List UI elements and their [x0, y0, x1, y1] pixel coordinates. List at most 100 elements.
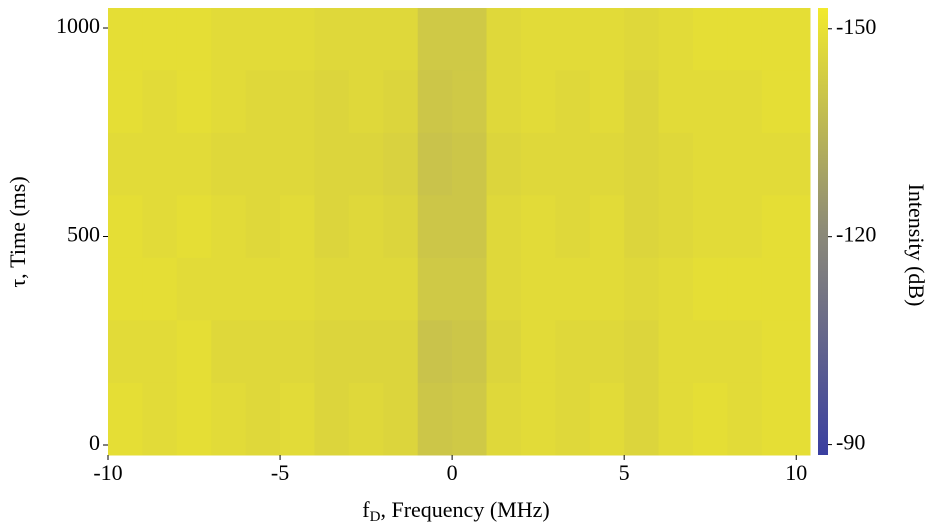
heatmap-cell	[761, 8, 811, 71]
heatmap-cell	[176, 194, 212, 258]
heatmap-cell	[452, 132, 488, 196]
heatmap-cell	[520, 257, 556, 321]
heatmap-cell	[520, 319, 556, 383]
heatmap-cell	[142, 132, 178, 196]
heatmap-cell	[486, 382, 522, 456]
heatmap-cell	[383, 8, 419, 71]
heatmap-cell	[280, 69, 315, 133]
heatmap-cell	[108, 194, 143, 258]
heatmap-cell	[452, 194, 488, 258]
heatmap-cell	[314, 382, 350, 456]
heatmap-cell	[727, 319, 763, 383]
heatmap-cell	[348, 194, 384, 258]
heatmap-cell	[727, 69, 763, 133]
heatmap-cell	[658, 194, 694, 258]
heatmap-cell	[348, 382, 384, 456]
heatmap-cell	[108, 319, 143, 383]
heatmap-cell	[280, 194, 315, 258]
heatmap-cell	[589, 8, 625, 71]
heatmap-cell	[383, 257, 419, 321]
heatmap-cell	[589, 69, 625, 133]
heatmap-cell	[280, 382, 315, 456]
heatmap-cell	[314, 69, 350, 133]
x-label-subscript: D	[370, 509, 381, 525]
heatmap-cell	[142, 319, 178, 383]
heatmap-cell	[761, 69, 811, 133]
heatmap-cell	[176, 69, 212, 133]
heatmap-cell	[727, 257, 763, 321]
heatmap-cell	[280, 8, 315, 71]
heatmap-cell	[727, 194, 763, 258]
heatmap-cell	[211, 382, 247, 456]
heatmap-cell	[142, 8, 178, 71]
heatmap-cell	[761, 319, 811, 383]
y-axis-label: τ, Time (ms)	[5, 176, 30, 287]
y-tick-label: 0	[89, 430, 100, 455]
heatmap-cell	[624, 132, 660, 196]
heatmap-cell	[452, 69, 488, 133]
heatmap-cell	[245, 257, 281, 321]
heatmap-cell	[589, 319, 625, 383]
heatmap-cell	[383, 319, 419, 383]
heatmap-cell	[486, 194, 522, 258]
heatmap-cell	[555, 132, 591, 196]
heatmap-cell	[417, 382, 453, 456]
heatmap-cell	[555, 382, 591, 456]
x-tick-label: 10	[785, 460, 807, 485]
heatmap-cell	[693, 257, 728, 321]
heatmap-cell	[314, 132, 350, 196]
heatmap-cell	[108, 8, 143, 71]
y-tick-label: 500	[67, 222, 100, 247]
heatmap-cell	[555, 69, 591, 133]
heatmap-cell	[383, 69, 419, 133]
heatmap-cell	[555, 8, 591, 71]
heatmap-cell	[658, 319, 694, 383]
heatmap-cell	[555, 257, 591, 321]
heatmap-cell	[314, 257, 350, 321]
heatmap-cell	[383, 382, 419, 456]
heatmap-cell	[383, 194, 419, 258]
heatmap-cell	[486, 69, 522, 133]
heatmap-cell	[624, 194, 660, 258]
heatmap-cell	[108, 257, 143, 321]
heatmap-cell	[520, 8, 556, 71]
heatmap-cell	[348, 257, 384, 321]
heatmap-cell	[452, 8, 488, 71]
heatmap-cell	[314, 8, 350, 71]
heatmap-cell	[693, 319, 728, 383]
x-tick-label: 5	[619, 460, 630, 485]
heatmap-cell	[142, 257, 178, 321]
heatmap-cell	[693, 194, 728, 258]
heatmap-cell	[417, 132, 453, 196]
heatmap-cell	[693, 382, 728, 456]
heatmap-cell	[624, 69, 660, 133]
heatmap-cell	[589, 257, 625, 321]
heatmap-cell	[658, 382, 694, 456]
heatmap-cell	[520, 69, 556, 133]
heatmap-cell	[486, 8, 522, 71]
heatmap-cell	[624, 8, 660, 71]
heatmap-cell	[658, 132, 694, 196]
heatmap-cell	[176, 257, 212, 321]
heatmap-cell	[176, 132, 212, 196]
heatmap	[108, 8, 811, 456]
heatmap-cell	[245, 382, 281, 456]
heatmap-cell	[520, 132, 556, 196]
heatmap-cell	[658, 69, 694, 133]
heatmap-cell	[280, 132, 315, 196]
heatmap-cell	[314, 194, 350, 258]
heatmap-cell	[693, 132, 728, 196]
heatmap-cell	[245, 8, 281, 71]
heatmap-cell	[142, 69, 178, 133]
heatmap-cell	[417, 8, 453, 71]
heatmap-cell	[520, 194, 556, 258]
heatmap-cell	[245, 132, 281, 196]
heatmap-cell	[727, 8, 763, 71]
heatmap-cell	[211, 132, 247, 196]
heatmap-cell	[589, 382, 625, 456]
heatmap-cell	[211, 69, 247, 133]
heatmap-cell	[142, 382, 178, 456]
heatmap-cell	[520, 382, 556, 456]
heatmap-cell	[417, 194, 453, 258]
